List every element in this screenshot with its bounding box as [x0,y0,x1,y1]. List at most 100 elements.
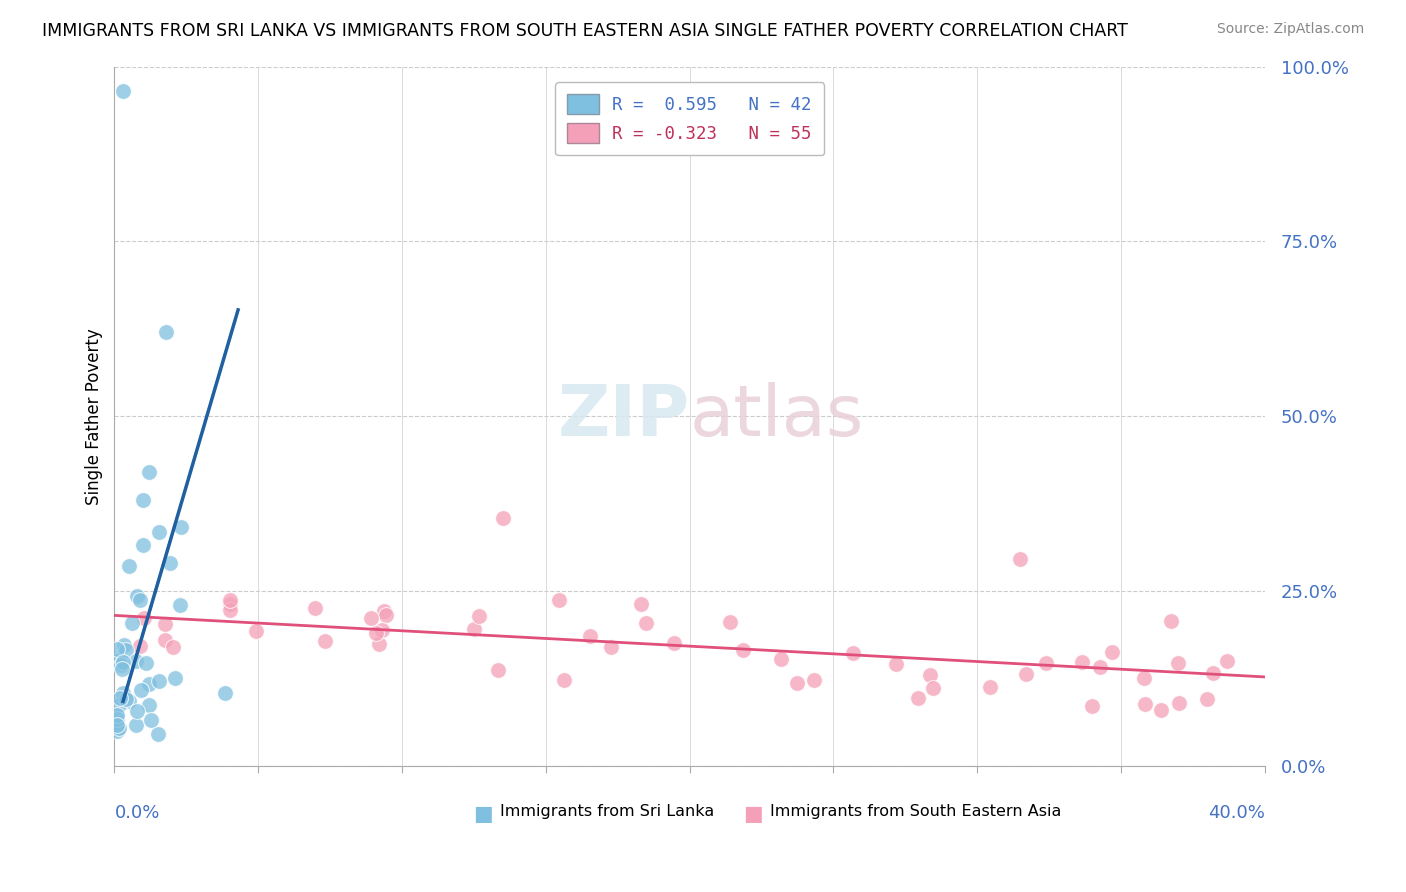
Point [108,698,131,712]
Point [907,691,929,706]
Point [114,642,136,657]
Text: ■: ■ [742,805,763,824]
Point [118,558,141,573]
Point [1071,655,1094,669]
Point [922,681,945,695]
Point [111,685,134,699]
Point [373,603,395,617]
Point [1160,614,1182,628]
Point [155,325,177,339]
Point [129,592,152,607]
Point [884,657,907,671]
Point [110,691,132,706]
Text: ■: ■ [472,805,492,824]
Point [842,646,865,660]
Point [314,634,336,648]
Point [125,718,148,732]
Point [367,637,389,651]
Point [492,510,515,524]
Point [165,672,187,686]
Text: 40.0%: 40.0% [1208,805,1265,822]
Point [553,673,575,688]
Point [138,465,160,479]
Point [371,623,394,637]
Point [1081,699,1104,714]
Point [1150,703,1173,717]
Point [579,629,602,643]
Point [112,84,135,98]
Point [105,654,128,668]
Point [1101,645,1123,659]
Point [803,673,825,687]
Point [634,616,657,631]
Text: 0.0%: 0.0% [114,805,160,822]
Point [105,642,128,657]
Point [245,624,267,638]
Point [600,640,623,655]
Point [630,597,652,611]
Point [111,655,134,669]
Point [1202,666,1225,681]
Point [718,615,741,629]
Point [139,713,162,727]
Point [105,712,128,726]
Point [769,652,792,666]
Point [1010,552,1032,566]
Point [159,556,181,570]
Point [463,622,485,636]
Point [468,608,491,623]
Point [1035,656,1057,670]
Point [162,640,184,654]
Text: Immigrants from Sri Lanka: Immigrants from Sri Lanka [499,805,714,819]
Y-axis label: Single Father Poverty: Single Father Poverty [86,327,103,505]
Legend: R =  0.595   N = 42, R = -0.323   N = 55: R = 0.595 N = 42, R = -0.323 N = 55 [555,82,824,155]
Point [111,661,134,675]
Point [1088,660,1111,674]
Point [153,633,176,648]
Point [169,598,191,612]
Text: Source: ZipAtlas.com: Source: ZipAtlas.com [1216,22,1364,37]
Point [733,643,755,657]
Point [1167,657,1189,671]
Point [548,593,571,607]
Point [1197,692,1219,706]
Point [486,663,509,677]
Point [132,611,155,625]
Point [219,603,242,617]
Point [121,615,143,630]
Point [107,723,129,738]
Point [127,704,149,718]
Point [131,683,153,698]
Point [364,625,387,640]
Text: atlas: atlas [689,382,865,450]
Text: IMMIGRANTS FROM SRI LANKA VS IMMIGRANTS FROM SOUTH EASTERN ASIA SINGLE FATHER PO: IMMIGRANTS FROM SRI LANKA VS IMMIGRANTS … [42,22,1128,40]
Point [112,638,135,652]
Point [786,675,808,690]
Point [146,727,169,741]
Point [105,718,128,732]
Point [135,657,157,671]
Point [125,654,148,668]
Point [979,680,1001,694]
Point [132,493,155,508]
Point [1215,654,1237,668]
Point [125,589,148,603]
Point [110,658,132,673]
Point [918,668,941,682]
Point [169,520,191,534]
Point [132,538,155,552]
Point [214,686,236,700]
Point [148,525,170,540]
Point [218,598,240,612]
Point [115,692,138,706]
Point [218,592,240,607]
Point [360,611,382,625]
Point [138,677,160,691]
Point [105,708,128,723]
Point [662,636,685,650]
Point [138,698,160,713]
Point [128,639,150,653]
Point [1014,666,1036,681]
Point [375,608,398,623]
Point [108,721,131,735]
